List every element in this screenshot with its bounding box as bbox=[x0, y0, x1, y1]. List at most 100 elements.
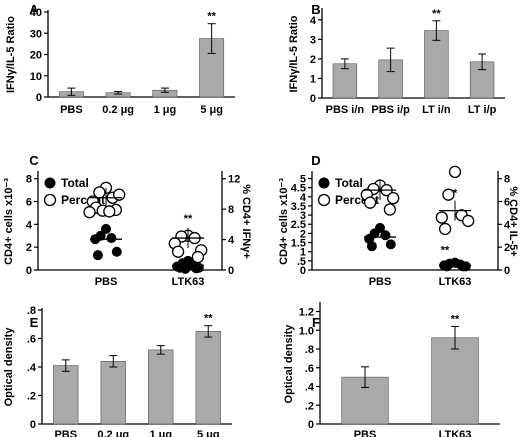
point-total bbox=[111, 246, 122, 257]
y-axis-label: IFNγ/IL-5 Ratio bbox=[288, 15, 300, 92]
category-label: LTK63 bbox=[172, 276, 205, 288]
significance-mark: ** bbox=[432, 8, 441, 20]
y-tick-label: .8 bbox=[27, 305, 36, 317]
y-axis-label: IFNγ/IL-5 Ratio bbox=[5, 16, 17, 93]
y-tick-label: 1.0 bbox=[299, 325, 314, 337]
y-tick-label: 0 bbox=[308, 419, 314, 431]
panel-letter: B bbox=[311, 2, 320, 17]
category-label: PBS bbox=[95, 276, 118, 288]
y-tick-label: 4 bbox=[26, 219, 33, 231]
panel-letter: E bbox=[30, 315, 39, 330]
legend-marker-total bbox=[318, 177, 330, 189]
y-tick-label: 0 bbox=[300, 265, 306, 277]
y-axis-label: CD4+ cells x10⁻³ bbox=[3, 178, 15, 265]
y-tick-label: 4 bbox=[300, 192, 307, 204]
point-percent bbox=[442, 188, 455, 201]
significance-mark: ** bbox=[184, 213, 193, 225]
y-tick-label: .8 bbox=[305, 344, 314, 356]
y2-tick-label: 6 bbox=[504, 197, 510, 209]
y-tick-label: .2 bbox=[305, 400, 314, 412]
point-percent bbox=[171, 245, 185, 258]
point-total bbox=[380, 230, 391, 241]
point-total bbox=[180, 263, 191, 274]
y-tick-label: 0 bbox=[26, 265, 32, 277]
y-tick-label: 1.5 bbox=[291, 238, 306, 250]
category-label: 0.2 μg bbox=[97, 429, 129, 437]
point-total bbox=[92, 250, 103, 261]
point-total bbox=[385, 239, 396, 250]
category-label: PBS bbox=[54, 429, 77, 437]
point-total bbox=[458, 261, 469, 272]
y-axis-label: Optical density bbox=[3, 327, 15, 407]
significance-mark: * bbox=[453, 188, 458, 200]
point-percent bbox=[462, 214, 475, 228]
y-tick-label: 1 bbox=[310, 73, 316, 85]
panel-letter: F bbox=[312, 315, 320, 330]
point-percent bbox=[383, 203, 397, 216]
y-tick-label: .6 bbox=[27, 334, 36, 346]
category-label: LT i/n bbox=[422, 104, 451, 116]
bar bbox=[53, 365, 79, 425]
y-tick-label: 6 bbox=[26, 197, 32, 209]
y-tick-label: 30 bbox=[30, 28, 42, 40]
point-percent bbox=[83, 206, 96, 219]
y2-tick-label: 8 bbox=[504, 174, 510, 186]
category-label: 1 μg bbox=[149, 429, 172, 437]
y2-axis-label: % CD4+ IFNγ+ bbox=[240, 184, 252, 259]
category-label: PBS i/p bbox=[371, 104, 410, 116]
y-tick-label: .4 bbox=[305, 382, 315, 394]
y-tick-label: 2.5 bbox=[291, 219, 306, 231]
category-label: LTK63 bbox=[439, 429, 472, 437]
significance-mark: ** bbox=[207, 11, 216, 23]
y-tick-label: 3 bbox=[310, 34, 316, 46]
legend-marker-total bbox=[44, 177, 56, 189]
point-percent bbox=[438, 222, 452, 236]
category-label: PBS i/n bbox=[326, 104, 365, 116]
category-label: LT i/p bbox=[468, 104, 497, 116]
y-tick-label: 0 bbox=[36, 92, 42, 104]
point-total bbox=[366, 241, 377, 252]
category-label: 5 μg bbox=[200, 104, 223, 116]
y-tick-label: .6 bbox=[305, 363, 314, 375]
panel-letter: A bbox=[29, 2, 39, 17]
point-total bbox=[101, 223, 111, 234]
y-tick-label: 10 bbox=[30, 71, 42, 83]
legend-marker-percent bbox=[317, 193, 331, 207]
significance-mark: ** bbox=[204, 313, 213, 325]
legend-label: Total bbox=[335, 176, 363, 190]
y2-tick-label: 0 bbox=[228, 265, 234, 277]
y-tick-label: 4.5 bbox=[291, 183, 306, 195]
y-tick-label: .5 bbox=[297, 256, 306, 268]
point-percent bbox=[113, 188, 126, 201]
panel-letter: C bbox=[29, 153, 39, 168]
y-tick-label: 1 bbox=[300, 247, 306, 259]
y2-tick-label: 12 bbox=[228, 174, 240, 186]
y-tick-label: 5 bbox=[300, 173, 306, 185]
legend-label: Total bbox=[61, 176, 89, 190]
y2-axis-label: % CD4+ IL-5+ bbox=[507, 186, 519, 256]
category-label: 5 μg bbox=[197, 429, 220, 437]
y-tick-label: 0 bbox=[30, 419, 36, 431]
y2-tick-label: 0 bbox=[504, 265, 510, 277]
y-axis-label: Optical density bbox=[283, 324, 295, 404]
y2-tick-label: 2 bbox=[504, 242, 510, 254]
significance-mark: ** bbox=[441, 244, 450, 256]
point-percent bbox=[448, 165, 462, 179]
category-label: 0.2 μg bbox=[102, 104, 134, 116]
point-total bbox=[106, 233, 117, 244]
y-tick-label: .4 bbox=[27, 362, 37, 374]
y-tick-label: 2 bbox=[300, 228, 306, 240]
bar bbox=[148, 349, 174, 425]
y-tick-label: 1.2 bbox=[299, 307, 314, 319]
y-tick-label: 4 bbox=[310, 15, 317, 27]
category-label: 1 μg bbox=[154, 104, 177, 116]
y-tick-label: 0 bbox=[310, 93, 316, 105]
category-label: PBS bbox=[354, 429, 377, 437]
y2-tick-label: 8 bbox=[228, 204, 234, 216]
point-percent bbox=[103, 205, 116, 218]
y-tick-label: .2 bbox=[27, 391, 36, 403]
y-tick-label: 40 bbox=[30, 7, 42, 19]
significance-mark: ** bbox=[451, 314, 460, 326]
point-percent bbox=[435, 211, 448, 224]
